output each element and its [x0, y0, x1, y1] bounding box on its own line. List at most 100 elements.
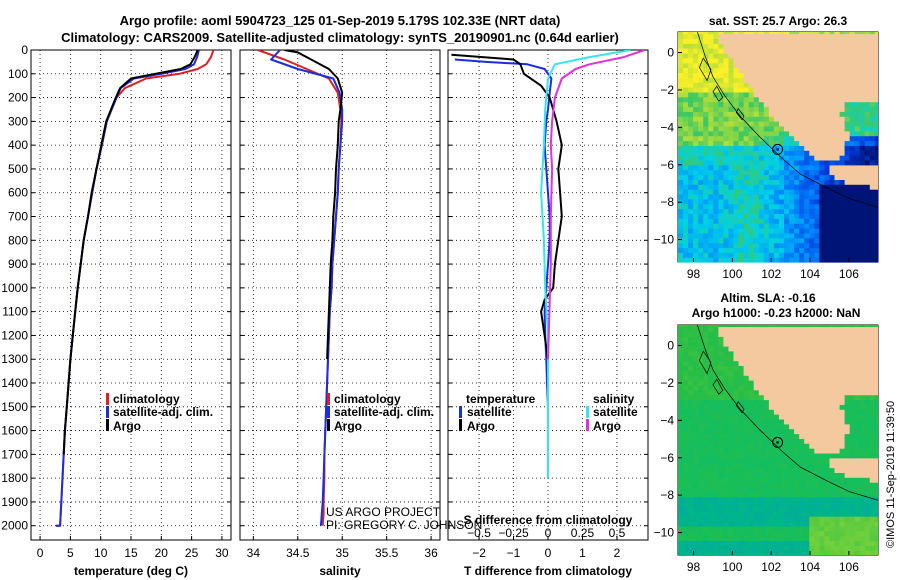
map-cell — [864, 193, 871, 200]
map-cell — [743, 428, 750, 435]
map-cell — [748, 91, 755, 98]
map-cell — [839, 32, 846, 35]
map-cell — [839, 477, 846, 483]
map-cell — [799, 365, 805, 371]
map-cell — [819, 501, 825, 507]
legend-label-climatology: climatology — [113, 392, 180, 406]
map-cell — [834, 72, 841, 78]
map-cell — [748, 438, 755, 444]
map-cell — [799, 159, 805, 166]
map-cell — [874, 399, 878, 405]
map-cell — [743, 179, 750, 185]
map-cell — [773, 32, 780, 35]
map-cell — [849, 213, 856, 219]
map-cell — [723, 43, 729, 49]
map-cell — [799, 326, 805, 332]
map-cell — [784, 472, 790, 478]
map-cell — [713, 189, 719, 195]
map-cell — [748, 389, 755, 396]
map-cell — [809, 516, 815, 522]
map-cell — [804, 355, 810, 362]
map-cell — [773, 121, 780, 127]
map-cell — [859, 418, 866, 425]
y-tick-label: 700 — [8, 210, 28, 224]
map-cell — [809, 208, 815, 214]
map-cell — [779, 174, 785, 180]
map-cell — [829, 38, 836, 44]
map-cell — [814, 155, 820, 161]
map-cell — [844, 418, 851, 425]
map-cell — [849, 121, 856, 127]
map-cell — [723, 184, 729, 190]
map-cell — [708, 457, 714, 464]
map-cell — [748, 336, 755, 342]
map-cell — [723, 433, 729, 439]
map-cell — [703, 184, 709, 190]
map-cell — [849, 174, 856, 180]
map-cell — [763, 57, 770, 64]
map-cell — [779, 428, 785, 435]
map-cell — [839, 193, 846, 200]
map-cell — [874, 550, 878, 555]
map-cell — [824, 77, 830, 83]
map-cell — [758, 345, 765, 352]
map-cell — [768, 223, 775, 229]
map-cell — [738, 404, 745, 410]
map-cell — [854, 360, 861, 366]
map-cell — [683, 193, 689, 200]
map-cell — [799, 203, 805, 210]
map-cell — [703, 452, 709, 459]
map-cell — [728, 43, 735, 49]
map-cell — [758, 380, 765, 386]
map-cell — [799, 164, 805, 171]
map-cell — [718, 433, 724, 439]
map-cell — [723, 237, 729, 244]
map-cell — [688, 48, 694, 54]
map-cell — [683, 491, 689, 498]
map-cell — [779, 360, 785, 366]
map-cell — [693, 125, 699, 132]
map-cell — [874, 535, 878, 542]
map-cell — [713, 223, 719, 229]
map-cell — [784, 530, 790, 537]
map-cell — [688, 414, 694, 420]
map-cell — [799, 67, 805, 73]
map-cell — [708, 252, 714, 258]
map-cell — [728, 237, 735, 244]
map-cell — [753, 145, 760, 151]
map-cell — [824, 242, 830, 249]
map-cell — [874, 121, 878, 127]
map-cell — [733, 506, 740, 512]
map-cell — [708, 159, 714, 166]
map-cell — [789, 423, 795, 430]
map-cell — [799, 228, 805, 234]
map-cell — [794, 38, 800, 44]
map-cell — [713, 325, 719, 328]
map-cell — [784, 208, 790, 214]
map-cell — [854, 242, 861, 249]
map-cell — [738, 506, 745, 512]
map-cell — [733, 232, 740, 239]
map-cell — [763, 87, 770, 93]
map-cell — [758, 467, 765, 473]
map-cell — [698, 462, 704, 469]
map-cell — [688, 399, 694, 405]
difference-plot: −2 −1 0 1 2−0.5 −0.25 0 0.25 0.5 — [447, 49, 649, 560]
map-cell — [688, 350, 694, 357]
map-cell — [829, 423, 836, 430]
map-cell — [753, 87, 760, 93]
map-cell — [693, 331, 699, 337]
map-cell — [743, 43, 750, 49]
map-cell — [824, 399, 830, 405]
map-cell — [728, 530, 735, 537]
map-cell — [839, 101, 846, 108]
map-cell — [688, 257, 694, 263]
map-cell — [844, 111, 851, 117]
map-cell — [859, 174, 866, 180]
map-cell — [819, 82, 825, 88]
map-cell — [779, 496, 785, 503]
map-cell — [799, 341, 805, 347]
map-cell — [859, 501, 866, 507]
map-cell — [809, 193, 815, 200]
map-cell — [834, 242, 841, 249]
